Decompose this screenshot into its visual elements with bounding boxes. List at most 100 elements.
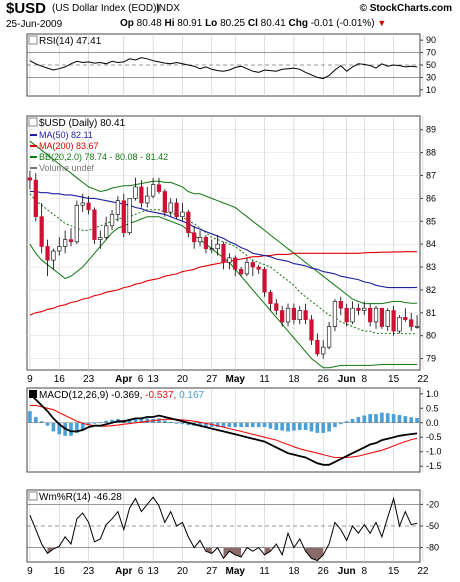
candle-body	[326, 326, 332, 348]
wpr-xtick-label: 16	[54, 566, 66, 577]
macd-histogram-bar	[315, 422, 320, 433]
macd-axis-ytick-label: 1.0	[426, 389, 439, 399]
candle-body	[397, 317, 402, 332]
low-label: Lo	[205, 18, 218, 29]
candle-body	[80, 202, 85, 206]
wpr-title: Wm%R(14) -46.28	[39, 492, 122, 503]
candle-body	[63, 239, 68, 247]
down-arrow-icon: ▼	[377, 18, 387, 28]
macd-histogram-bar	[415, 417, 419, 423]
macd-histogram-bar	[45, 422, 50, 426]
macd-histogram-bar	[57, 422, 62, 435]
bb-upper-line	[29, 140, 418, 305]
wpr-line	[29, 496, 418, 562]
macd-histogram-bar	[251, 422, 255, 428]
site-credit: © StockCharts.com	[359, 3, 452, 14]
rsi-axis-ytick-label: 30	[426, 72, 436, 82]
wpr-xtick-label: 20	[177, 566, 189, 577]
macd-histogram-bar	[280, 422, 284, 431]
macd-histogram-bar	[362, 415, 367, 423]
candle-body	[391, 310, 396, 332]
wpr-oversold-fill	[205, 547, 212, 554]
exchange-label: INDX	[156, 3, 180, 14]
macd-histogram-bar	[274, 422, 279, 430]
candle-body	[51, 250, 56, 261]
macd-histogram-bar	[157, 418, 161, 423]
macd-histogram-bar	[338, 422, 343, 425]
wpr-axis-ytick-label: -80	[426, 543, 439, 553]
high-value: 80.91	[177, 18, 203, 29]
ma50-line	[29, 190, 418, 289]
macd-histogram-bar	[374, 414, 378, 423]
macd-histogram-bar	[104, 420, 109, 423]
rsi-axis-ytick-label: 90	[426, 35, 436, 45]
rsi-axis-ytick-label: 70	[426, 48, 436, 58]
candle-body	[39, 216, 44, 247]
price-axis-ytick-label: 79	[426, 354, 436, 364]
candle-body	[104, 225, 109, 238]
open-label: Op	[120, 18, 134, 29]
price-legend-item: MA(50) 82.11	[39, 130, 93, 140]
candle-body	[227, 257, 232, 263]
price-xtick-label: 20	[177, 374, 189, 385]
macd-histogram-bar	[127, 418, 132, 423]
close-value: 80.41	[260, 18, 286, 29]
price-axis-ytick-label: 86	[426, 193, 436, 203]
candle-body	[133, 186, 138, 199]
candle-body	[350, 307, 355, 323]
wpr-xtick-label: 18	[288, 566, 300, 577]
price-axis-ytick-label: 83	[426, 262, 436, 272]
price-xtick-label: 9	[27, 374, 33, 385]
macd-histogram-bar	[139, 418, 144, 423]
macd-histogram-bar	[297, 422, 302, 430]
wpr-xtick-label: 15	[388, 566, 400, 577]
candle-body	[285, 307, 291, 323]
candle-body	[127, 198, 132, 234]
candle-body	[280, 310, 285, 323]
price-xtick-label: 6	[138, 374, 144, 385]
candle-body	[115, 200, 121, 215]
price-xtick-label: 11	[259, 374, 270, 385]
macd-axis-ytick-label: -1.5	[426, 461, 442, 471]
rsi-axis-ytick-label: 50	[426, 60, 436, 70]
macd-title-part: 0.167	[179, 390, 204, 401]
rsi-legend-swatch	[28, 35, 38, 45]
price-xtick-label: 8	[361, 374, 367, 385]
candle-body	[250, 262, 255, 268]
wpr-axis-ytick-label: -20	[426, 499, 439, 509]
candle-body	[27, 177, 33, 181]
price-xtick-label: Apr	[115, 374, 132, 385]
macd-histogram-bar	[397, 414, 402, 423]
price-axis-ytick-label: 88	[426, 148, 436, 158]
macd-histogram-bar	[204, 422, 208, 427]
macd-histogram-bar	[80, 422, 85, 430]
price-axis-ytick-label: 89	[426, 125, 436, 135]
open-value: 80.48	[136, 18, 162, 29]
macd-histogram-bar	[92, 422, 97, 424]
candle-body	[414, 325, 420, 328]
macd-histogram-bar	[180, 422, 185, 425]
price-xtick-label: 16	[54, 374, 66, 385]
macd-histogram-bar	[69, 422, 73, 436]
candle-body	[174, 202, 179, 217]
macd-histogram-bar	[256, 422, 261, 428]
price-xtick-label: May	[226, 374, 246, 385]
wpr-xtick-label: 9	[27, 566, 33, 577]
macd-line	[29, 393, 418, 466]
macd-histogram-bar	[350, 418, 355, 423]
price-xtick-label: 22	[417, 374, 429, 385]
candle-body	[344, 307, 349, 323]
candle-body	[92, 209, 97, 240]
candle-body	[45, 246, 50, 261]
wpr-legend-swatch	[28, 491, 38, 501]
macd-histogram-bar	[110, 419, 114, 423]
price-axis-ytick-label: 80	[426, 331, 436, 341]
price-xtick-label: 26	[318, 374, 330, 385]
candle-body	[209, 248, 214, 251]
price-legend-item: BB(20,2.0) 78.74 - 80.08 - 81.42	[39, 152, 168, 162]
macd-histogram-bar	[39, 421, 44, 423]
wpr-oversold-fill	[305, 547, 324, 561]
macd-histogram-bar	[385, 413, 390, 423]
macd-histogram-bar	[292, 422, 296, 431]
macd-axis-ytick-label: 0.0	[426, 418, 439, 428]
